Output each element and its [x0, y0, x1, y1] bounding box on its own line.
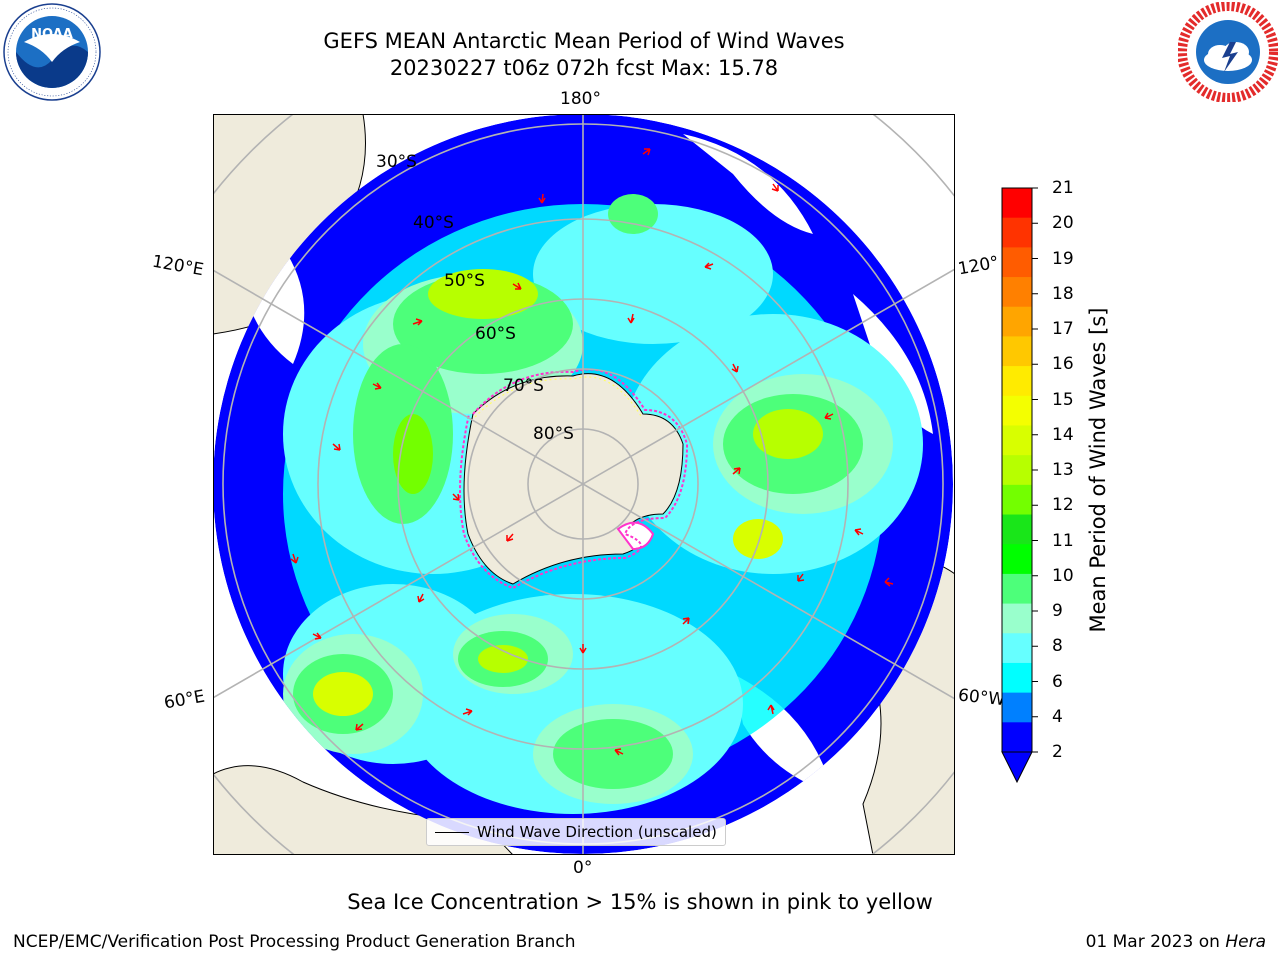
sea-ice-edge — [459, 368, 689, 590]
footer-machine: Hera — [1225, 932, 1266, 952]
lat-label-40s: 40°S — [413, 213, 454, 233]
colorbar — [1000, 186, 1038, 784]
colorbar-segment — [1002, 366, 1032, 397]
colorbar-segment — [1002, 217, 1032, 248]
colorbar-tick-label: 18 — [1052, 283, 1074, 304]
colorbar-tick-label: 13 — [1052, 460, 1074, 480]
colorbar-segment — [1002, 633, 1032, 664]
colorbar-segment — [1002, 425, 1032, 456]
colorbar-segment — [1002, 484, 1032, 516]
wind-direction-arrows — [290, 148, 894, 756]
lat-label-50s: 50°S — [444, 271, 485, 291]
colorbar-tick-label: 17 — [1052, 319, 1074, 339]
colorbar-svg — [1001, 187, 1038, 784]
colorbar-tick-label: 12 — [1052, 495, 1074, 516]
lon-label-60e: 60°E — [162, 686, 207, 714]
lat-label-70s: 70°S — [503, 376, 544, 396]
land-antarctic-peninsula — [616, 521, 655, 551]
lat-label-60s: 60°S — [475, 324, 516, 344]
lat-label-80s: 80°S — [533, 424, 574, 444]
lon-label-0: 0° — [573, 858, 593, 878]
lon-label-180: 180° — [560, 89, 601, 109]
colorbar-tick-label: 21 — [1052, 178, 1074, 198]
colorbar-segment — [1002, 455, 1032, 486]
colorbar-extend-min — [1001, 751, 1033, 784]
colorbar-tick-label: 20 — [1052, 213, 1074, 234]
footer-date-text: 01 Mar 2023 on — [1085, 932, 1226, 952]
footer-branch: NCEP/EMC/Verification Post Processing Pr… — [13, 932, 576, 952]
colorbar-segment — [1002, 306, 1032, 337]
colorbar-segment — [1002, 277, 1032, 308]
colorbar-tick-label: 15 — [1052, 389, 1074, 410]
map-legend: Wind Wave Direction (unscaled) — [426, 818, 726, 846]
colorbar-segment — [1002, 692, 1032, 723]
colorbar-segment — [1002, 336, 1032, 367]
colorbar-segment — [1002, 722, 1032, 753]
colorbar-segment — [1002, 395, 1032, 426]
colorbar-tick-label: 9 — [1052, 601, 1063, 621]
colorbar-segment — [1002, 573, 1032, 605]
colorbar-segment — [1002, 662, 1032, 694]
national-weather-service-logo-icon — [1177, 1, 1279, 103]
colorbar-tick-label: 10 — [1052, 565, 1074, 586]
colorbar-label: Mean Period of Wind Waves [s] — [1086, 307, 1110, 633]
legend-label: Wind Wave Direction (unscaled) — [477, 823, 717, 841]
colorbar-segment — [1002, 544, 1032, 575]
polar-map — [213, 114, 955, 855]
colorbar-tick-label: 8 — [1052, 636, 1063, 657]
colorbar-tick-label: 4 — [1052, 706, 1063, 727]
chart-title: GEFS MEAN Antarctic Mean Period of Wind … — [323, 29, 845, 53]
colorbar-segment — [1002, 603, 1032, 634]
colorbar-tick-label: 2 — [1052, 742, 1063, 762]
noaa-logo-text: NOAA — [31, 27, 73, 42]
lon-label-120w: 120° — [956, 252, 1001, 280]
colorbar-segment — [1002, 514, 1032, 545]
lon-label-120e: 120°E — [150, 251, 206, 281]
noaa-logo-icon: NOAA — [2, 2, 102, 102]
colorbar-tick-label: 11 — [1052, 530, 1074, 551]
chart-subtitle: 20230227 t06z 072h fcst Max: 15.78 — [389, 56, 779, 80]
colorbar-tick-label: 6 — [1052, 671, 1063, 692]
legend-line-icon — [435, 831, 469, 833]
colorbar-tick-label: 16 — [1052, 354, 1074, 375]
colorbar-segment — [1002, 188, 1032, 219]
sea-ice-note: Sea Ice Concentration > 15% is shown in … — [347, 890, 933, 914]
footer-date: 01 Mar 2023 on Hera — [1086, 932, 1266, 952]
colorbar-segment — [1002, 247, 1032, 278]
colorbar-tick-label: 19 — [1052, 248, 1074, 269]
colorbar-tick-label: 14 — [1052, 424, 1074, 445]
lat-label-30s: 30°S — [376, 152, 417, 172]
